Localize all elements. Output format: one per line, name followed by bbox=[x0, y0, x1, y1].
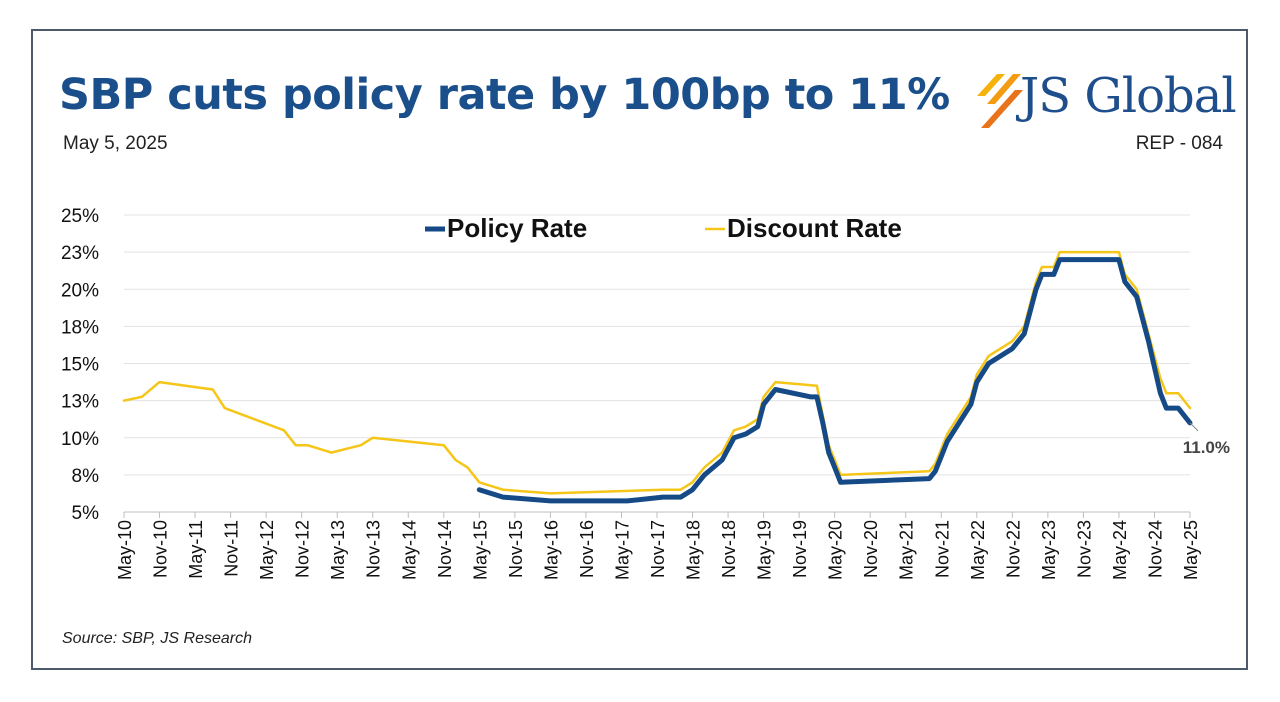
legend-discount-rate-label: Discount Rate bbox=[727, 213, 902, 243]
annotation-leader bbox=[1189, 422, 1199, 432]
x-tick-label: May-19 bbox=[755, 520, 775, 580]
x-tick-label: Nov-11 bbox=[222, 520, 242, 577]
end-value-label: 11.0% bbox=[1183, 438, 1230, 457]
x-tick-label: Nov-22 bbox=[1003, 520, 1023, 578]
x-tick-label: May-17 bbox=[612, 520, 632, 580]
x-tick-label: May-16 bbox=[541, 520, 561, 580]
x-tick-label: Nov-13 bbox=[364, 520, 384, 578]
y-tick-label: 10% bbox=[61, 429, 99, 450]
x-tick-label: May-20 bbox=[826, 520, 846, 580]
x-tick-label: May-15 bbox=[470, 520, 490, 580]
x-tick-label: Nov-24 bbox=[1145, 520, 1165, 578]
y-tick-label: 15% bbox=[61, 355, 99, 376]
x-tick-label: May-12 bbox=[257, 520, 277, 580]
source-note: Source: SBP, JS Research bbox=[62, 630, 253, 647]
y-tick-label: 25% bbox=[61, 206, 99, 227]
x-tick-label: May-23 bbox=[1039, 520, 1059, 580]
report-id: REP - 084 bbox=[1135, 133, 1223, 154]
legend-policy-rate-label: Policy Rate bbox=[447, 213, 587, 243]
x-tick-label: May-13 bbox=[328, 520, 348, 580]
x-tick-label: Nov-10 bbox=[151, 520, 171, 578]
y-tick-label: 8% bbox=[72, 466, 100, 487]
policy-rate-line bbox=[476, 257, 1193, 504]
x-tick-label: May-22 bbox=[968, 520, 988, 580]
page-title: SBP cuts policy rate by 100bp to 11% bbox=[59, 70, 950, 120]
y-tick-label: 20% bbox=[61, 280, 99, 301]
y-tick-label: 5% bbox=[72, 503, 100, 524]
x-tick-label: Nov-15 bbox=[506, 520, 526, 578]
x-tick-label: Nov-17 bbox=[648, 520, 668, 578]
js-global-logo-icon bbox=[977, 74, 1023, 128]
x-tick-label: May-21 bbox=[897, 520, 917, 580]
x-tick-label: Nov-12 bbox=[293, 520, 313, 578]
x-tick-label: Nov-14 bbox=[435, 520, 455, 578]
x-tick-label: Nov-18 bbox=[719, 520, 739, 578]
y-tick-label: 18% bbox=[61, 317, 99, 338]
x-tick-label: Nov-23 bbox=[1074, 520, 1094, 578]
x-tick-label: May-14 bbox=[399, 520, 419, 580]
x-tick-label: Nov-21 bbox=[932, 520, 952, 578]
discount-rate-line bbox=[122, 250, 1192, 495]
y-tick-label: 23% bbox=[61, 243, 99, 264]
x-tick-label: Nov-16 bbox=[577, 520, 597, 578]
report-frame bbox=[31, 29, 1248, 670]
y-tick-label: 13% bbox=[61, 392, 99, 413]
x-tick-label: May-24 bbox=[1110, 520, 1130, 580]
logo-text: JS Global bbox=[1020, 68, 1237, 124]
x-tick-label: May-18 bbox=[684, 520, 704, 580]
x-tick-label: Nov-19 bbox=[790, 520, 810, 578]
x-tick-label: May-11 bbox=[186, 520, 206, 579]
x-tick-label: May-10 bbox=[115, 520, 135, 580]
report-date: May 5, 2025 bbox=[63, 133, 168, 154]
x-tick-label: May-25 bbox=[1181, 520, 1201, 580]
x-tick-label: Nov-20 bbox=[861, 520, 881, 578]
